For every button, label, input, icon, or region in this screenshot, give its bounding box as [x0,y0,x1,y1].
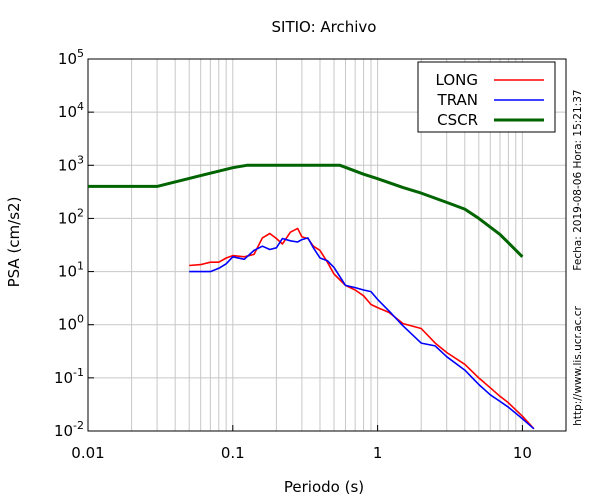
grid [88,59,566,431]
x-tick-label: 1 [373,444,383,462]
x-tick-label: 10 [513,444,532,462]
chart-title: SITIO: Archivo [272,18,377,36]
x-axis-label: Periodo (s) [284,478,364,496]
legend-label-long: LONG [436,71,478,89]
y-tick-label: 104 [58,100,84,121]
series-line-long [189,227,535,430]
y-tick-label: 100 [58,313,84,334]
series-line-cscr [88,163,524,258]
y-axis-label: PSA (cm/s2) [5,197,23,288]
legend-label-cscr: CSCR [437,111,478,129]
y-tick-label: 102 [58,206,84,227]
plot-frame [87,58,567,432]
y-tick-label: 10-2 [54,419,84,440]
y-tick-label: 105 [58,47,84,68]
date-time-note: Fecha: 2019-08-06 Hora: 15:21:37 [572,89,584,270]
ticks: 0.01 0.1 1 10 10-2 10-1 100 101 102 103 104 105 [54,47,532,462]
y-tick-label: 101 [58,260,84,281]
x-tick-label: 0.1 [221,444,245,462]
legend-label-tran: TRAN [437,91,478,109]
x-tick-label: 0.01 [71,444,104,462]
legend: LONG TRAN CSCR [417,61,556,133]
website-note: http://www.lis.ucr.ac.cr [572,305,584,425]
y-tick-label: 103 [58,153,84,174]
series-lines [88,163,535,430]
series-line-tran [189,237,535,430]
y-tick-label: 10-1 [54,366,84,387]
